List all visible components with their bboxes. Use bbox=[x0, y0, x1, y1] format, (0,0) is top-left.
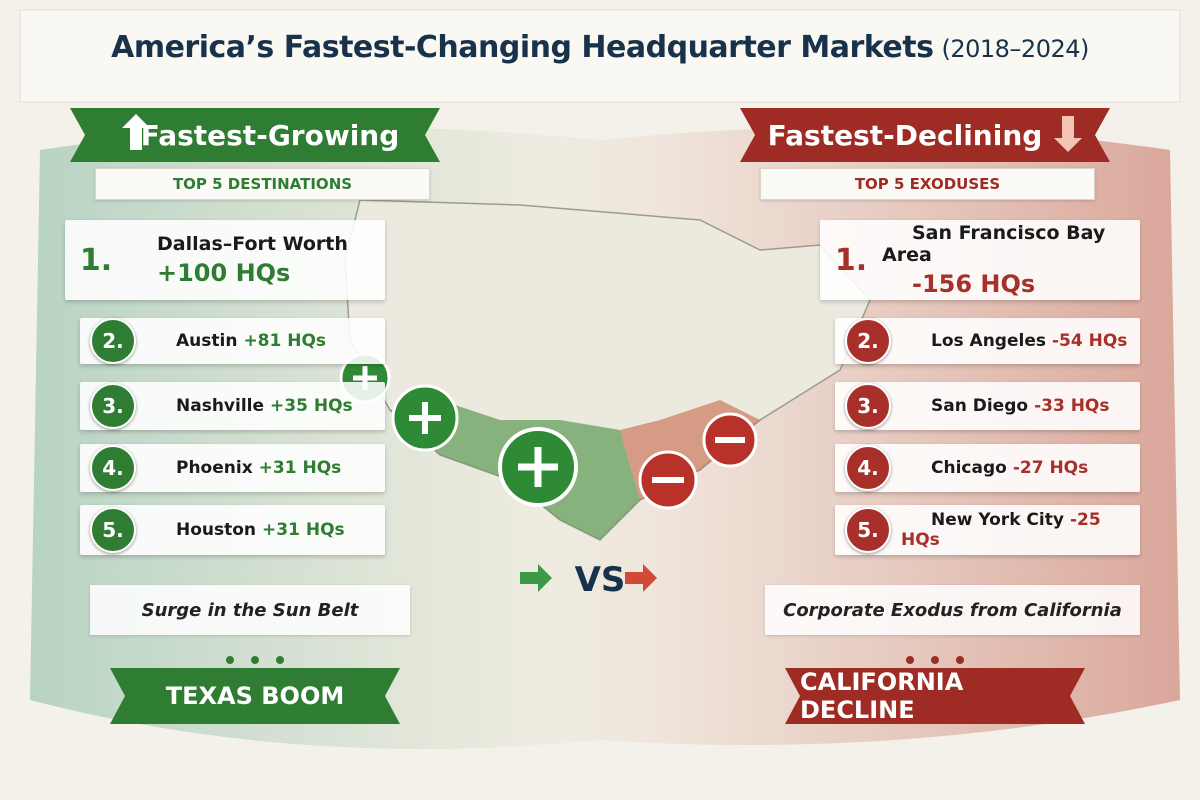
up-arrow bbox=[122, 114, 150, 150]
left-heading: Fastest-Growing bbox=[140, 118, 400, 152]
right-tagline: Corporate Exodus from California bbox=[765, 585, 1140, 635]
vs-arrow-green bbox=[520, 564, 552, 592]
rank-badge: 1. bbox=[79, 242, 113, 278]
item-text: New York City -25 HQs bbox=[901, 510, 1140, 550]
city-name: New York City bbox=[931, 510, 1064, 530]
city-name: Dallas–Fort Worth bbox=[157, 233, 348, 255]
city-name: Houston bbox=[176, 520, 257, 540]
rank-badge: 2. bbox=[90, 318, 136, 364]
item-text: Chicago -27 HQs bbox=[901, 458, 1088, 478]
city-name: Los Angeles bbox=[931, 331, 1046, 351]
california-ribbon bbox=[785, 668, 1085, 724]
rank-badge: 5. bbox=[90, 507, 136, 553]
right-subheading: TOP 5 EXODUSES bbox=[760, 168, 1095, 200]
rank-badge: 2. bbox=[845, 318, 891, 364]
ranking-item: 4. Phoenix +31 HQs bbox=[80, 444, 385, 492]
city-name: Chicago bbox=[931, 458, 1007, 478]
vs-arrow-red bbox=[625, 564, 657, 592]
hq-change: -156 HQs bbox=[912, 270, 1036, 298]
city-name: Austin bbox=[176, 331, 238, 351]
ranking-item: 3. San Diego -33 HQs bbox=[835, 382, 1140, 430]
right-heading: Fastest-Declining bbox=[767, 118, 1043, 152]
title-period: (2018–2024) bbox=[941, 35, 1089, 63]
rank-badge: 1. bbox=[834, 242, 868, 278]
vs-label: VS bbox=[574, 560, 626, 600]
ranking-item: 2. Los Angeles -54 HQs bbox=[835, 318, 1140, 364]
title: America’s Fastest-Changing Headquarter M… bbox=[0, 30, 1200, 65]
rank-badge: 3. bbox=[845, 383, 891, 429]
hq-change: -33 HQs bbox=[1034, 396, 1110, 416]
ranking-item: 2. Austin +81 HQs bbox=[80, 318, 385, 364]
city-name: Nashville bbox=[176, 396, 265, 416]
item-text: Austin +81 HQs bbox=[146, 331, 326, 351]
ranking-item: 5. New York City -25 HQs bbox=[835, 505, 1140, 555]
texas-ribbon bbox=[110, 668, 400, 724]
rank-badge: 5. bbox=[845, 507, 891, 553]
item-text: Nashville +35 HQs bbox=[146, 396, 353, 416]
hq-change: +31 HQs bbox=[262, 520, 345, 540]
ranking-item: 5. Houston +31 HQs bbox=[80, 505, 385, 555]
stars-right bbox=[906, 656, 964, 664]
stars-left bbox=[226, 656, 284, 664]
hq-change: -27 HQs bbox=[1012, 458, 1089, 478]
rank-badge: 3. bbox=[90, 383, 136, 429]
left-subheading: TOP 5 DESTINATIONS bbox=[95, 168, 430, 200]
rank-badge: 4. bbox=[90, 445, 136, 491]
title-text: America’s Fastest-Changing Headquarter M… bbox=[111, 30, 934, 65]
right-banner: CALIFORNIA DECLINE bbox=[800, 668, 964, 724]
minus-icons bbox=[638, 412, 758, 510]
item-text: Phoenix +31 HQs bbox=[146, 458, 341, 478]
item-text: Dallas–Fort Worth +100 HQs bbox=[127, 233, 348, 287]
ranking-item: 4. Chicago -27 HQs bbox=[835, 444, 1140, 492]
ranking-item: 3. Nashville +35 HQs bbox=[80, 382, 385, 430]
city-name: San Diego bbox=[931, 396, 1029, 416]
plus-icons bbox=[339, 352, 578, 507]
item-text: Houston +31 HQs bbox=[146, 520, 345, 540]
left-banner: TEXAS BOOM bbox=[165, 682, 345, 710]
decline-ribbon bbox=[740, 108, 1110, 162]
down-arrow bbox=[1054, 116, 1082, 152]
growth-ribbon bbox=[70, 108, 440, 162]
city-name: Phoenix bbox=[176, 458, 253, 478]
hq-change: +31 HQs bbox=[258, 458, 342, 478]
item-text: San Diego -33 HQs bbox=[901, 396, 1110, 416]
rank-badge: 4. bbox=[845, 445, 891, 491]
ranking-item: 1. Dallas–Fort Worth +100 HQs bbox=[65, 220, 385, 300]
hq-change: +81 HQs bbox=[243, 331, 327, 351]
city-name: San Francisco Bay Area bbox=[882, 222, 1106, 266]
hq-change: +100 HQs bbox=[157, 259, 291, 287]
hq-change: +35 HQs bbox=[270, 396, 353, 416]
item-text: San Francisco Bay Area -156 HQs bbox=[882, 222, 1140, 298]
hq-change: -25 HQs bbox=[901, 510, 1101, 550]
item-text: Los Angeles -54 HQs bbox=[901, 331, 1127, 351]
left-tagline: Surge in the Sun Belt bbox=[90, 585, 410, 635]
hq-change: -54 HQs bbox=[1051, 331, 1128, 351]
ranking-item: 1. San Francisco Bay Area -156 HQs bbox=[820, 220, 1140, 300]
